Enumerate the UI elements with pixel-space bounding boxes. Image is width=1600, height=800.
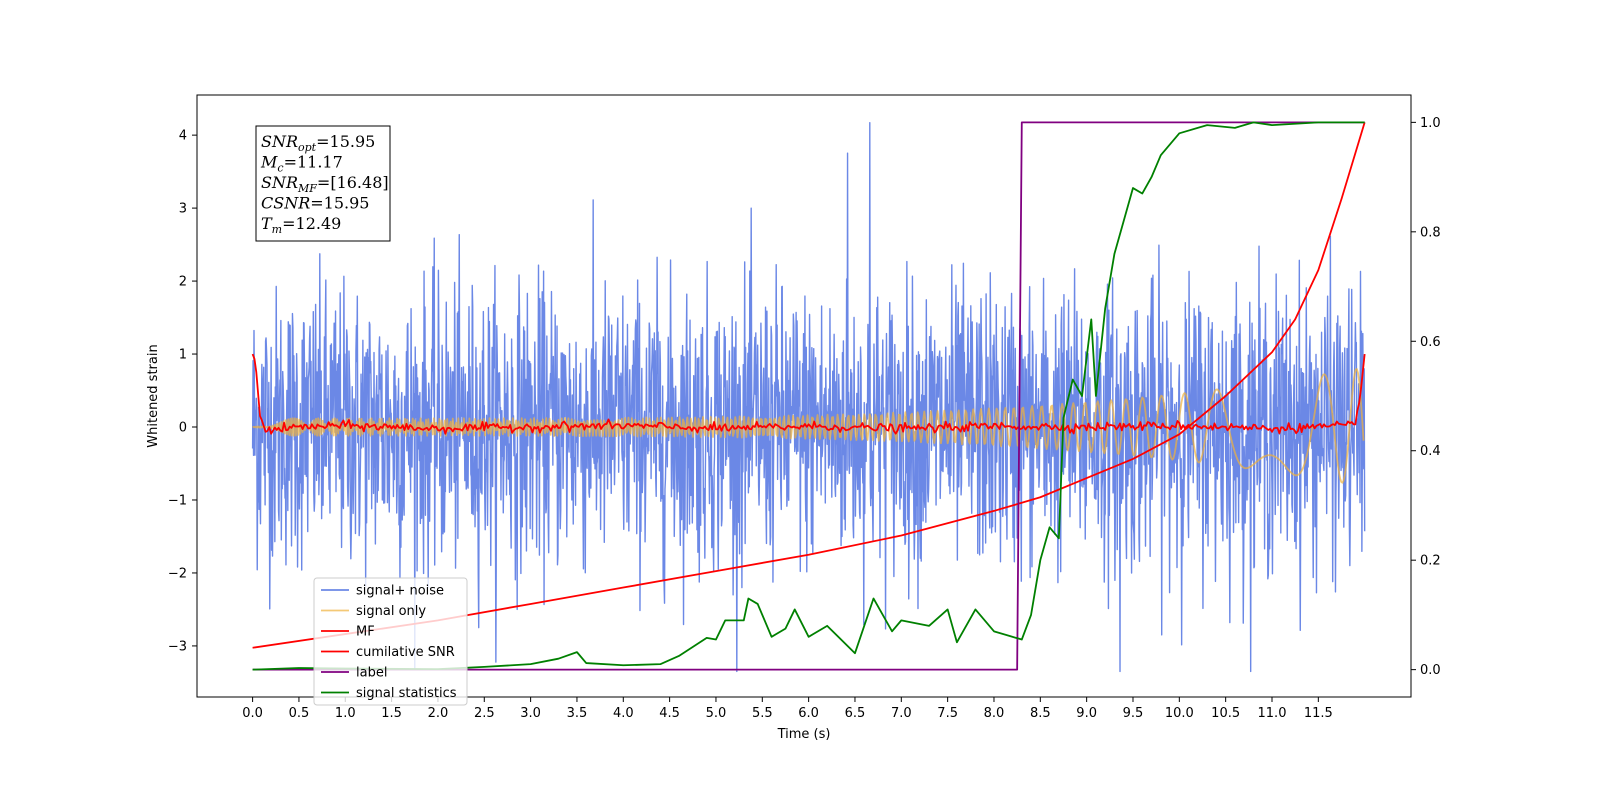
plot-frame (196, 94, 1412, 698)
legend-entry: signal+ noise (356, 584, 444, 599)
legend-frame (313, 577, 468, 706)
y-tick-label: 2 (179, 275, 187, 290)
x-tick-label: 4.5 (659, 706, 680, 721)
x-tick-label: 3.5 (567, 706, 588, 721)
y-right-tick-label: 0.0 (1420, 663, 1441, 678)
stats-box-frame (255, 125, 391, 242)
y-axis-label: Whitened strain (146, 344, 161, 447)
legend: signal+ noise signal only MF cumilative SNR… (313, 577, 468, 706)
x-tick-label: 7.0 (891, 706, 912, 721)
y-tick-label: 3 (179, 202, 187, 217)
x-tick-label: 8.0 (984, 706, 1005, 721)
x-tick-label: 8.5 (1030, 706, 1051, 721)
y-tick-label: −1 (168, 493, 187, 508)
x-tick-label: 11.0 (1258, 706, 1287, 721)
x-tick-label: 10.0 (1165, 706, 1194, 721)
x-axis-label: Time (s) (777, 727, 831, 742)
x-tick-label: 1.5 (381, 706, 402, 721)
x-tick-label: 10.5 (1211, 706, 1240, 721)
y-tick-label: 0 (179, 421, 187, 436)
stats-line: CSNR=15.95 (261, 194, 369, 213)
x-tick-label: 2.0 (428, 706, 449, 721)
stats-box: SNRopt=15.95Mc=11.17SNRMF=[16.48]CSNR=15… (255, 125, 391, 242)
x-tick-label: 0.0 (242, 706, 263, 721)
y-right-tick-label: 0.2 (1420, 554, 1441, 569)
stats-line: SNRopt=15.95 (261, 132, 375, 154)
legend-entry: MF (356, 625, 375, 640)
legend-entry: label (356, 666, 387, 681)
series-line-5 (252, 121, 1365, 671)
x-tick-label: 5.5 (752, 706, 773, 721)
x-tick-label: 9.5 (1123, 706, 1144, 721)
x-tick-label: 0.5 (289, 706, 310, 721)
axes: 0.0 0.5 1.0 1.5 2.0 2.5 3.0 3.5 4.0 4.5 5.0 5.5 6.0 6… (168, 94, 1441, 721)
x-tick-label: 4.0 (613, 706, 634, 721)
legend-entry: cumilative SNR (356, 645, 455, 660)
stats-line: Tm=12.49 (261, 214, 341, 236)
x-tick-label: 7.5 (937, 706, 958, 721)
y-tick-label: −2 (168, 566, 187, 581)
y-tick-label: −3 (168, 639, 187, 654)
y-right-tick-label: 0.8 (1420, 225, 1441, 240)
x-tick-label: 3.0 (520, 706, 541, 721)
series-line-3 (252, 122, 1366, 649)
y-right-tick-label: 0.6 (1420, 335, 1441, 350)
x-tick-label: 2.5 (474, 706, 495, 721)
series-line-2 (251, 353, 1366, 435)
legend-entry: signal statistics (356, 686, 457, 701)
x-tick-label: 6.0 (798, 706, 819, 721)
y-tick-label: 4 (179, 129, 187, 144)
y-right-tick-label: 0.4 (1420, 444, 1441, 459)
y-right-tick-label: 1.0 (1420, 116, 1441, 131)
x-tick-label: 9.0 (1076, 706, 1097, 721)
x-tick-label: 11.5 (1304, 706, 1333, 721)
series-line-4 (252, 121, 1365, 671)
x-tick-label: 6.5 (845, 706, 866, 721)
plot-area (251, 121, 1366, 673)
y-tick-label: 1 (179, 348, 187, 363)
x-tick-label: 5.0 (706, 706, 727, 721)
legend-entry: signal only (356, 604, 426, 619)
x-tick-label: 1.0 (335, 706, 356, 721)
stats-line: Mc=11.17 (260, 153, 343, 175)
stats-line: SNRMF=[16.48] (261, 173, 389, 195)
